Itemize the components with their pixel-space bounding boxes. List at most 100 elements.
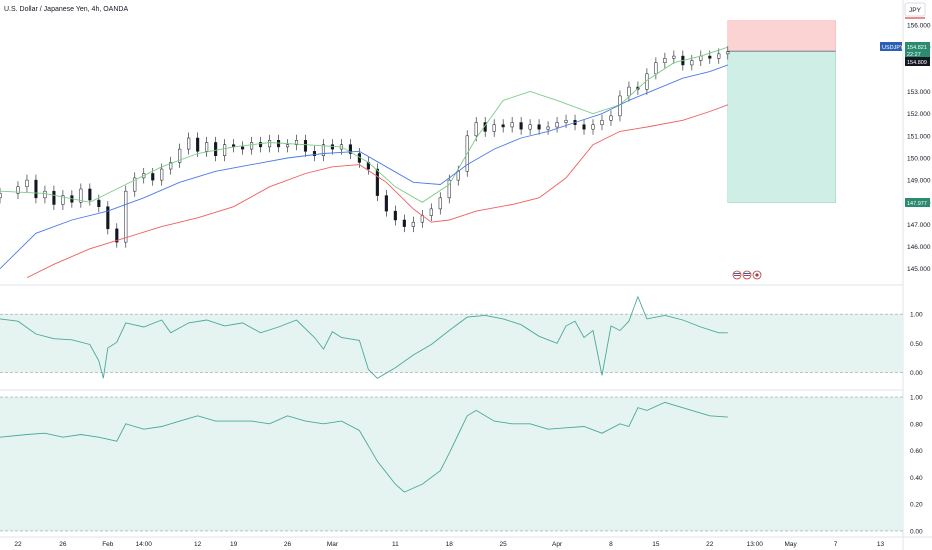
candle-body (276, 139, 281, 148)
candlestick-series (0, 46, 730, 248)
price-tick-label: 152.000 (907, 111, 931, 118)
oscillator-1-band (0, 314, 903, 373)
candle-body (384, 195, 388, 212)
candle-body (402, 219, 406, 227)
candle-body (726, 51, 730, 55)
position-tool[interactable] (727, 20, 836, 204)
chart-title: U.S. Dollar / Japanese Yen, 4h, OANDA (4, 6, 128, 13)
time-tick-label: 26 (59, 541, 67, 548)
oscillator-2-band (0, 397, 903, 531)
time-tick-label: 13 (877, 541, 885, 548)
oscillator-2-tick-label: 0.20 (910, 502, 923, 509)
candle-body (438, 197, 442, 210)
time-tick-label: 13:00 (747, 541, 764, 548)
time-tick-label: Mar (327, 541, 339, 548)
candle-body (591, 124, 595, 130)
target-price-text: 147.977 (907, 201, 927, 207)
time-tick-label: 12 (194, 541, 202, 548)
price-tick-label: 145.000 (907, 266, 931, 273)
oscillator-2-line (0, 401, 728, 493)
candle-body (618, 95, 622, 117)
candle-body (115, 228, 119, 243)
candle-body (0, 193, 2, 199)
oscillator-2-tick-label: 0.80 (910, 421, 923, 428)
time-tick-label: 15 (652, 541, 660, 548)
ma-green-line (0, 46, 728, 203)
candle-body (537, 124, 541, 130)
candle-body (97, 199, 101, 207)
candle-body (43, 190, 47, 199)
candle-body (456, 171, 460, 181)
candle-body (151, 173, 155, 181)
candle-body (294, 139, 299, 145)
candle-body (492, 124, 496, 132)
candle-body (303, 139, 308, 152)
candle-body (88, 188, 92, 201)
oscillator-1-tick-label: 0.50 (910, 341, 923, 348)
time-axis[interactable]: 22 26 Feb 14:00 12 19 26 Mar 11 18 25 Apr 8 15 22 13:00… (14, 541, 884, 548)
candle-body (25, 179, 29, 188)
candle-body (690, 60, 694, 66)
time-tick-label: 14:00 (136, 541, 153, 548)
candle-body (411, 221, 415, 227)
candle-body (160, 168, 164, 181)
candle-body (519, 122, 523, 130)
moving-average-lines (0, 46, 728, 279)
economic-events-icons[interactable] (732, 270, 762, 280)
candle-body (555, 122, 559, 128)
ask-price-tag[interactable]: 154.809 (905, 57, 930, 66)
candle-body (447, 179, 451, 199)
currency-label: JPY (909, 7, 922, 14)
candle-body (330, 144, 334, 150)
time-tick-label: 26 (284, 541, 292, 548)
symbol-tag[interactable]: USDJPY (880, 42, 904, 51)
candle-body (79, 188, 83, 203)
candle-body (187, 137, 191, 150)
ma-red-line (26, 104, 728, 279)
oscillator-2-tick-label: 0.00 (910, 528, 923, 535)
candle-body (546, 126, 550, 130)
candle-body (259, 142, 263, 148)
candle-body (501, 124, 505, 128)
candle-body (429, 208, 433, 216)
candle-body (717, 53, 721, 59)
time-tick-label: 11 (392, 541, 399, 548)
candle-body (285, 144, 290, 148)
ask-price-text: 154.809 (907, 60, 927, 66)
currency-badge[interactable]: JPY (904, 2, 926, 17)
candle-body (196, 137, 200, 152)
oscillator-2-tick-label: 0.60 (910, 448, 923, 455)
time-tick-label: 25 (500, 541, 508, 548)
candle-body (375, 168, 379, 196)
price-tick-label: 149.000 (907, 178, 931, 185)
candle-body (528, 124, 532, 130)
last-price-text: 154.821 (907, 45, 927, 51)
price-tick-label: 153.000 (907, 89, 931, 96)
candle-body (267, 139, 272, 148)
reward-zone[interactable] (727, 50, 836, 204)
time-tick-label: 22 (14, 541, 22, 548)
candle-body (124, 190, 128, 243)
candle-body (663, 58, 667, 63)
time-tick-label: Apr (552, 541, 563, 548)
oscillator-2-tick-label: 1.00 (910, 395, 923, 402)
candle-body (654, 62, 658, 75)
candle-body (348, 144, 352, 154)
price-tick-label: 147.000 (907, 222, 931, 229)
candle-body (34, 179, 38, 199)
risk-zone[interactable] (727, 20, 836, 52)
oscillator-2-pane: 0.00 0.20 0.40 0.60 0.80 1.00 (0, 395, 923, 535)
candle-body (133, 177, 137, 192)
candle-body (214, 142, 218, 157)
candle-body (609, 115, 613, 121)
target-price-tag[interactable]: 147.977 (905, 198, 930, 207)
oscillator-1-line (0, 295, 728, 379)
time-tick-label: 19 (230, 541, 238, 548)
candle-body (474, 122, 478, 137)
candle-body (393, 210, 397, 221)
candle-body (16, 186, 20, 194)
candle-body (627, 86, 631, 97)
time-tick-label: Feb (102, 541, 114, 548)
price-tick-label: 151.000 (907, 133, 931, 140)
